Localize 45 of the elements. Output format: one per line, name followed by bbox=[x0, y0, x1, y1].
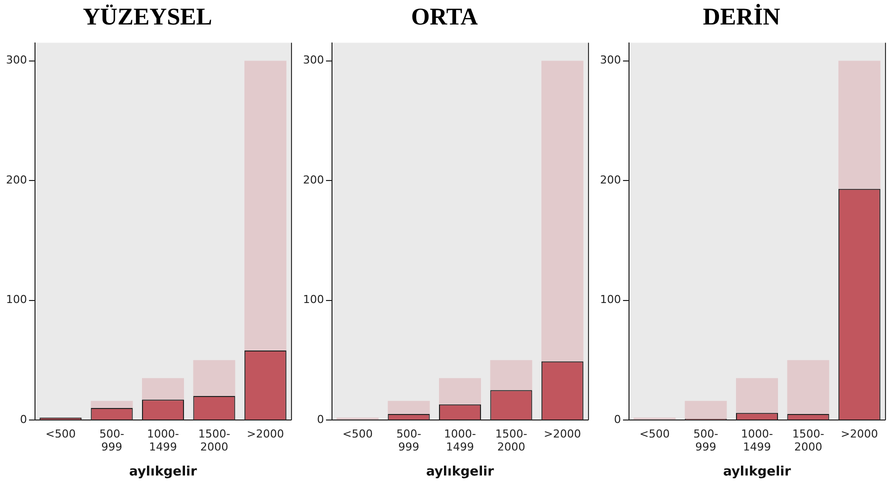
bar bbox=[541, 60, 584, 362]
x-tick-label: <500 bbox=[639, 427, 670, 440]
y-tick-label: 0 bbox=[20, 412, 27, 426]
x-tick-label: 1000-1499 bbox=[444, 427, 476, 454]
bar bbox=[787, 360, 830, 414]
bar bbox=[684, 400, 727, 419]
y-tick-label: 300 bbox=[6, 54, 27, 67]
x-tick-label: 1500-2000 bbox=[792, 427, 824, 454]
x-tick-label: <500 bbox=[342, 427, 373, 440]
x-tick-label: 500-999 bbox=[99, 427, 124, 454]
y-tick-label: 200 bbox=[302, 173, 324, 186]
x-tick-label: >2000 bbox=[544, 427, 582, 440]
chart-title: ORTA bbox=[411, 4, 479, 31]
x-tick-label: 1000-1499 bbox=[741, 427, 774, 454]
x-tick-label: 1500-2000 bbox=[198, 427, 230, 454]
x-tick-label: <500 bbox=[45, 427, 76, 440]
bar bbox=[439, 378, 481, 404]
bar bbox=[193, 360, 236, 396]
bar bbox=[736, 378, 778, 413]
x-axis-title: aylıkgelir bbox=[723, 464, 792, 480]
y-tick-label: 100 bbox=[302, 293, 324, 306]
y-tick-label: 100 bbox=[6, 293, 27, 306]
y-tick-label: 300 bbox=[302, 54, 324, 67]
bar bbox=[90, 400, 133, 408]
x-tick-label: >2000 bbox=[246, 427, 284, 440]
chart-title: YÜZEYSEL bbox=[82, 4, 212, 31]
x-tick-label: 500-999 bbox=[693, 427, 718, 454]
y-tick-label: 300 bbox=[600, 54, 621, 67]
x-tick-label: >2000 bbox=[840, 427, 878, 440]
y-tick-label: 0 bbox=[614, 412, 621, 426]
y-tick-label: 200 bbox=[6, 173, 27, 186]
y-tick-label: 200 bbox=[600, 173, 621, 186]
bar bbox=[388, 400, 430, 414]
bar bbox=[490, 360, 532, 390]
x-axis-title: aylıkgelir bbox=[426, 464, 495, 480]
y-tick-label: 0 bbox=[316, 412, 324, 426]
x-tick-label: 500-999 bbox=[396, 427, 422, 454]
bar bbox=[244, 60, 286, 351]
bar bbox=[142, 378, 184, 400]
x-tick-label: 1500-2000 bbox=[495, 427, 528, 454]
bar bbox=[838, 60, 880, 189]
x-axis-title: aylıkgelir bbox=[129, 464, 198, 480]
x-tick-label: 1000-1499 bbox=[147, 427, 180, 454]
y-tick-label: 100 bbox=[600, 293, 621, 306]
chart-title: DERİN bbox=[702, 4, 781, 31]
